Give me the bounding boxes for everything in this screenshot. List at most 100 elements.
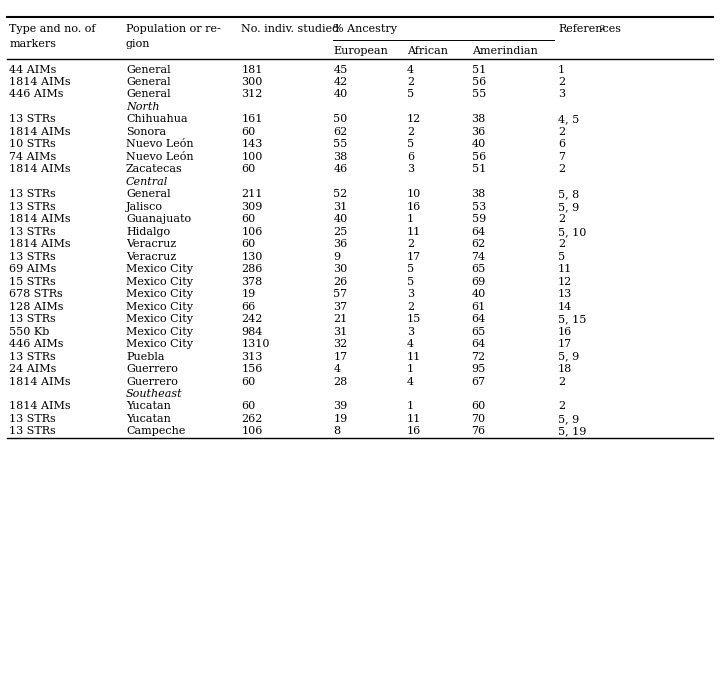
Text: 60: 60 xyxy=(472,402,486,411)
Text: Zacatecas: Zacatecas xyxy=(126,164,183,175)
Text: 60: 60 xyxy=(241,214,256,224)
Text: 5, 8: 5, 8 xyxy=(558,190,580,199)
Text: 130: 130 xyxy=(241,252,263,262)
Text: 65: 65 xyxy=(472,264,486,274)
Text: 11: 11 xyxy=(407,351,421,361)
Text: 2: 2 xyxy=(407,239,414,249)
Text: 678 STRs: 678 STRs xyxy=(9,289,63,299)
Text: 31: 31 xyxy=(333,202,348,212)
Text: 28: 28 xyxy=(333,376,348,387)
Text: Population or re-: Population or re- xyxy=(126,24,221,34)
Text: 13 STRs: 13 STRs xyxy=(9,351,56,361)
Text: 1814 AIMs: 1814 AIMs xyxy=(9,164,71,175)
Text: 37: 37 xyxy=(333,301,348,312)
Text: 38: 38 xyxy=(472,190,486,199)
Text: Hidalgo: Hidalgo xyxy=(126,226,170,237)
Text: 57: 57 xyxy=(333,289,348,299)
Text: 13 STRs: 13 STRs xyxy=(9,202,56,212)
Text: 53: 53 xyxy=(472,202,486,212)
Text: 55: 55 xyxy=(333,139,348,149)
Text: 66: 66 xyxy=(241,301,256,312)
Text: 2: 2 xyxy=(558,239,565,249)
Text: General: General xyxy=(126,65,171,74)
Text: 60: 60 xyxy=(241,164,256,175)
Text: 2: 2 xyxy=(558,402,565,411)
Text: 1814 AIMs: 1814 AIMs xyxy=(9,77,71,87)
Text: 16: 16 xyxy=(558,327,572,337)
Text: 69: 69 xyxy=(472,277,486,286)
Text: Chihuahua: Chihuahua xyxy=(126,115,188,124)
Text: 2: 2 xyxy=(407,77,414,87)
Text: 39: 39 xyxy=(333,402,348,411)
Text: 446 AIMs: 446 AIMs xyxy=(9,339,64,349)
Text: African: African xyxy=(407,46,448,57)
Text: 100: 100 xyxy=(241,152,263,162)
Text: 5: 5 xyxy=(558,252,565,262)
Text: 13 STRs: 13 STRs xyxy=(9,314,56,324)
Text: Mexico City: Mexico City xyxy=(126,301,193,312)
Text: 6: 6 xyxy=(558,139,565,149)
Text: 1814 AIMs: 1814 AIMs xyxy=(9,402,71,411)
Text: 60: 60 xyxy=(241,402,256,411)
Text: 161: 161 xyxy=(241,115,263,124)
Text: 52: 52 xyxy=(333,190,348,199)
Text: 19: 19 xyxy=(333,414,348,424)
Text: 5: 5 xyxy=(407,264,414,274)
Text: North: North xyxy=(126,102,160,112)
Text: 128 AIMs: 128 AIMs xyxy=(9,301,64,312)
Text: 1814 AIMs: 1814 AIMs xyxy=(9,127,71,137)
Text: Nuevo León: Nuevo León xyxy=(126,139,194,149)
Text: 13 STRs: 13 STRs xyxy=(9,252,56,262)
Text: 26: 26 xyxy=(333,277,348,286)
Text: 11: 11 xyxy=(407,226,421,237)
Text: General: General xyxy=(126,77,171,87)
Text: 313: 313 xyxy=(241,351,263,361)
Text: 13 STRs: 13 STRs xyxy=(9,226,56,237)
Text: Central: Central xyxy=(126,177,168,187)
Text: gion: gion xyxy=(126,39,150,49)
Text: Type and no. of: Type and no. of xyxy=(9,24,96,34)
Text: 18: 18 xyxy=(558,364,572,374)
Text: 5, 19: 5, 19 xyxy=(558,426,586,436)
Text: 40: 40 xyxy=(333,214,348,224)
Text: 2: 2 xyxy=(407,127,414,137)
Text: Nuevo León: Nuevo León xyxy=(126,152,194,162)
Text: 16: 16 xyxy=(407,202,421,212)
Text: 5: 5 xyxy=(407,277,414,286)
Text: 50: 50 xyxy=(333,115,348,124)
Text: 17: 17 xyxy=(407,252,421,262)
Text: 11: 11 xyxy=(558,264,572,274)
Text: 32: 32 xyxy=(333,339,348,349)
Text: Mexico City: Mexico City xyxy=(126,277,193,286)
Text: 56: 56 xyxy=(472,77,486,87)
Text: markers: markers xyxy=(9,39,56,49)
Text: 309: 309 xyxy=(241,202,263,212)
Text: 4: 4 xyxy=(407,339,414,349)
Text: 15: 15 xyxy=(407,314,421,324)
Text: 5: 5 xyxy=(407,139,414,149)
Text: 38: 38 xyxy=(472,115,486,124)
Text: 17: 17 xyxy=(558,339,572,349)
Text: 5, 10: 5, 10 xyxy=(558,226,586,237)
Text: 64: 64 xyxy=(472,339,486,349)
Text: Veracruz: Veracruz xyxy=(126,239,176,249)
Text: 312: 312 xyxy=(241,89,263,100)
Text: 60: 60 xyxy=(241,239,256,249)
Text: Mexico City: Mexico City xyxy=(126,264,193,274)
Text: 13 STRs: 13 STRs xyxy=(9,414,56,424)
Text: 1: 1 xyxy=(407,402,414,411)
Text: Jalisco: Jalisco xyxy=(126,202,163,212)
Text: 984: 984 xyxy=(241,327,263,337)
Text: 2: 2 xyxy=(558,376,565,387)
Text: 3: 3 xyxy=(558,89,565,100)
Text: 24 AIMs: 24 AIMs xyxy=(9,364,57,374)
Text: General: General xyxy=(126,89,171,100)
Text: General: General xyxy=(126,190,171,199)
Text: 1814 AIMs: 1814 AIMs xyxy=(9,239,71,249)
Text: 550 Kb: 550 Kb xyxy=(9,327,50,337)
Text: Mexico City: Mexico City xyxy=(126,339,193,349)
Text: 56: 56 xyxy=(472,152,486,162)
Text: Amerindian: Amerindian xyxy=(472,46,537,57)
Text: Sonora: Sonora xyxy=(126,127,166,137)
Text: 60: 60 xyxy=(241,127,256,137)
